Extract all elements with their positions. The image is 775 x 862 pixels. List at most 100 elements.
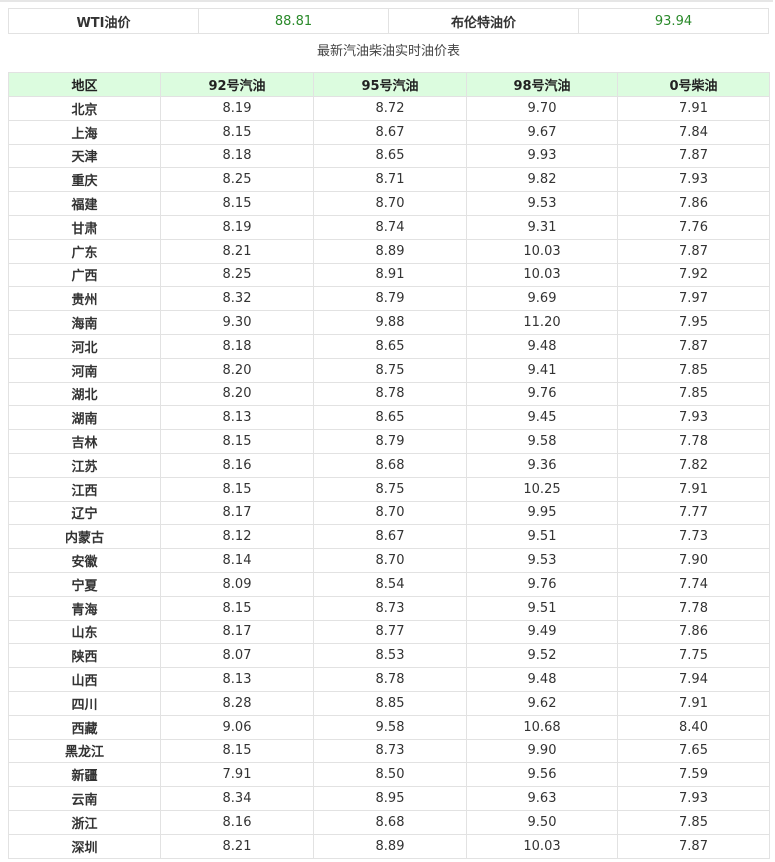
price-cell: 9.51 (466, 524, 618, 550)
region-cell: 四川 (8, 690, 161, 716)
table-caption: 最新汽油柴油实时油价表 (316, 44, 460, 59)
price-cell: 11.20 (466, 310, 618, 335)
price-cell: 8.73 (313, 595, 467, 621)
price-cell: 9.67 (466, 119, 618, 145)
price-cell: 8.07 (160, 643, 314, 669)
price-cell: 10.03 (466, 262, 618, 288)
price-cell: 7.76 (617, 214, 770, 240)
price-cell: 8.34 (160, 786, 314, 811)
price-cell: 8.79 (313, 286, 467, 312)
price-cell: 8.09 (160, 571, 314, 597)
table-header-row: 地区 92号汽油 95号汽油 98号汽油 0号柴油 (8, 72, 770, 97)
price-cell: 8.18 (160, 333, 314, 359)
column-header: 92号汽油 (160, 72, 314, 97)
wti-value: 88.81 (198, 8, 389, 34)
column-header: 95号汽油 (313, 72, 467, 97)
price-cell: 7.93 (617, 167, 770, 193)
region-cell: 陕西 (8, 643, 161, 669)
table-row: 甘肃 8.19 8.74 9.31 7.76 (8, 214, 770, 240)
brent-label: 布伦特油价 (388, 8, 579, 34)
wti-label: WTI油价 (8, 8, 199, 34)
price-cell: 9.95 (466, 500, 618, 526)
price-cell: 8.65 (313, 333, 467, 359)
price-cell: 10.03 (466, 833, 618, 859)
table-row: 江西 8.15 8.75 10.25 7.91 (8, 476, 770, 502)
price-cell: 7.97 (617, 286, 770, 312)
price-cell: 9.76 (466, 381, 618, 407)
price-cell: 9.53 (466, 548, 618, 573)
price-cell: 7.95 (617, 310, 770, 335)
crude-price-row: WTI油价 88.81 布伦特油价 93.94 (8, 8, 769, 34)
price-cell: 9.69 (466, 286, 618, 312)
price-cell: 7.91 (617, 690, 770, 716)
region-cell: 广西 (8, 262, 161, 288)
price-cell: 8.16 (160, 452, 314, 478)
region-cell: 青海 (8, 595, 161, 621)
table-row: 江苏 8.16 8.68 9.36 7.82 (8, 452, 770, 478)
price-cell: 10.68 (466, 714, 618, 740)
region-cell: 重庆 (8, 167, 161, 193)
price-cell: 8.16 (160, 809, 314, 835)
price-cell: 8.89 (313, 833, 467, 859)
price-cell: 8.15 (160, 738, 314, 764)
price-cell: 9.62 (466, 690, 618, 716)
region-cell: 广东 (8, 238, 161, 264)
table-row: 吉林 8.15 8.79 9.58 7.78 (8, 429, 770, 454)
price-cell: 9.31 (466, 214, 618, 240)
price-cell: 8.15 (160, 595, 314, 621)
price-cell: 8.79 (313, 429, 467, 454)
price-cell: 8.65 (313, 405, 467, 431)
price-cell: 8.20 (160, 357, 314, 383)
table-row: 湖南 8.13 8.65 9.45 7.93 (8, 405, 770, 431)
price-cell: 7.84 (617, 119, 770, 145)
price-cell: 8.40 (617, 714, 770, 740)
price-cell: 8.19 (160, 96, 314, 121)
table-row: 重庆 8.25 8.71 9.82 7.93 (8, 167, 770, 193)
region-cell: 宁夏 (8, 571, 161, 597)
price-cell: 8.68 (313, 452, 467, 478)
table-row: 内蒙古 8.12 8.67 9.51 7.73 (8, 524, 770, 550)
price-cell: 8.21 (160, 238, 314, 264)
table-row: 陕西 8.07 8.53 9.52 7.75 (8, 643, 770, 669)
price-cell: 8.77 (313, 619, 467, 645)
price-cell: 9.36 (466, 452, 618, 478)
region-cell: 湖南 (8, 405, 161, 431)
price-cell: 7.90 (617, 548, 770, 573)
price-cell: 7.74 (617, 571, 770, 597)
price-cell: 9.70 (466, 96, 618, 121)
price-cell: 8.15 (160, 191, 314, 216)
table-row: 云南 8.34 8.95 9.63 7.93 (8, 786, 770, 811)
table-row: 黑龙江 8.15 8.73 9.90 7.65 (8, 738, 770, 764)
price-cell: 8.74 (313, 214, 467, 240)
price-cell: 8.91 (313, 262, 467, 288)
table-row: 辽宁 8.17 8.70 9.95 7.77 (8, 500, 770, 526)
price-cell: 7.93 (617, 786, 770, 811)
region-cell: 内蒙古 (8, 524, 161, 550)
table-row: 上海 8.15 8.67 9.67 7.84 (8, 119, 770, 145)
price-cell: 7.75 (617, 643, 770, 669)
price-cell: 8.67 (313, 524, 467, 550)
price-cell: 8.65 (313, 143, 467, 169)
price-cell: 9.51 (466, 595, 618, 621)
region-cell: 黑龙江 (8, 738, 161, 764)
price-cell: 8.53 (313, 643, 467, 669)
table-row: 福建 8.15 8.70 9.53 7.86 (8, 191, 770, 216)
price-cell: 9.82 (466, 167, 618, 193)
table-row: 广西 8.25 8.91 10.03 7.92 (8, 262, 770, 288)
price-cell: 9.48 (466, 333, 618, 359)
price-cell: 9.88 (313, 310, 467, 335)
price-cell: 8.54 (313, 571, 467, 597)
table-row: 河南 8.20 8.75 9.41 7.85 (8, 357, 770, 383)
price-cell: 8.68 (313, 809, 467, 835)
price-cell: 9.06 (160, 714, 314, 740)
price-cell: 9.45 (466, 405, 618, 431)
price-cell: 8.20 (160, 381, 314, 407)
price-cell: 9.93 (466, 143, 618, 169)
table-row: 宁夏 8.09 8.54 9.76 7.74 (8, 571, 770, 597)
price-cell: 8.17 (160, 500, 314, 526)
price-cell: 7.85 (617, 809, 770, 835)
price-cell: 8.15 (160, 476, 314, 502)
price-cell: 8.71 (313, 167, 467, 193)
region-cell: 湖北 (8, 381, 161, 407)
price-cell: 7.82 (617, 452, 770, 478)
